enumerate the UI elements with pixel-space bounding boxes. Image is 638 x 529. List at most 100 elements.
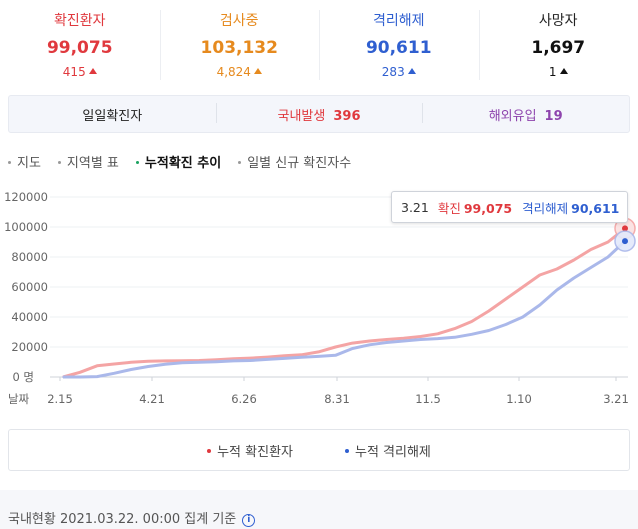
series-line-confirmed: [62, 227, 626, 379]
series-point-confirmed: [79, 371, 81, 374]
tab-region-table[interactable]: 지역별 표: [57, 152, 119, 171]
series-point-confirmed: [130, 361, 132, 364]
series-point-confirmed: [334, 346, 337, 348]
tab-cumulative-trend[interactable]: 누적확진 추이: [135, 152, 221, 171]
tooltip-confirmed: 확진 99,075: [438, 198, 512, 217]
series-point-released: [266, 358, 269, 361]
chart-x-ticks: 날짜 2.15 4.21 6.26 8.31 11.5 1.10 3.21: [8, 392, 629, 406]
arrow-up-icon: [88, 68, 97, 74]
series-point-confirmed: [573, 259, 575, 261]
stat-released-delta-value: 283: [381, 65, 405, 79]
series-point-confirmed: [385, 338, 388, 341]
series-point-confirmed: [300, 354, 303, 356]
tab-daily-new-label: 일별 신규 확진자수: [247, 156, 352, 171]
tab-map[interactable]: 지도: [8, 152, 41, 171]
series-point-released: [147, 365, 149, 368]
info-icon[interactable]: i: [242, 514, 256, 527]
series-point-released: [79, 376, 81, 378]
series-point-confirmed: [351, 342, 354, 344]
series-point-confirmed: [436, 333, 439, 335]
chart-y-ticks: 0 명 20000 40000 60000 80000 100000 120000: [4, 190, 48, 384]
series-point-confirmed: [487, 310, 490, 312]
series-point-released: [453, 336, 456, 339]
series-point-confirmed: [147, 360, 149, 363]
bullet-icon: [238, 161, 242, 164]
stat-confirmed-label: 확진환자: [53, 13, 106, 29]
daily-domestic-label: 국내발생: [277, 108, 326, 124]
legend-label-confirmed: 누적 확진환자: [217, 444, 293, 460]
daily-domestic-value: 396: [333, 108, 361, 124]
series-point-released: [351, 347, 354, 350]
series-line-released: [63, 240, 627, 379]
stat-confirmed: 확진환자 99,075 415: [0, 0, 160, 88]
x-tick-label: 6.26: [231, 392, 257, 406]
bullet-icon: [8, 161, 11, 164]
legend-item-confirmed[interactable]: 누적 확진환자: [207, 441, 293, 460]
series-point-released: [385, 341, 388, 344]
tooltip-released: 격리해제 90,611: [522, 198, 619, 217]
series-point-released: [607, 256, 609, 258]
series-point-confirmed: [522, 286, 524, 288]
series-point-released: [419, 338, 422, 341]
series-point-confirmed: [96, 364, 98, 367]
daily-overseas: 해외유입 19: [422, 102, 629, 124]
series-point-confirmed: [283, 355, 286, 357]
x-tick-label: 8.31: [324, 392, 350, 406]
series-point-released: [62, 376, 64, 378]
series-point-confirmed: [556, 268, 558, 270]
stat-confirmed-delta-value: 415: [62, 65, 86, 79]
stat-deaths-delta: 1: [479, 64, 638, 80]
x-tick-label: 3.21: [603, 392, 629, 406]
legend-item-released[interactable]: 누적 격리해제: [345, 441, 431, 460]
series-point-released: [436, 337, 439, 340]
stat-testing: 검사중 103,132 4,824: [159, 0, 320, 88]
tooltip-released-label: 격리해제: [522, 200, 569, 216]
footer: 국내현황 2021.03.22. 00:00 집계 기준 i: [0, 490, 638, 529]
series-point-released: [198, 361, 201, 364]
series-point-released: [556, 289, 558, 291]
series-point-released: [522, 316, 524, 318]
series-point-released: [130, 368, 132, 371]
tab-daily-new[interactable]: 일별 신규 확진자수: [238, 152, 352, 171]
arrow-up-icon: [559, 68, 568, 74]
series-point-released: [249, 359, 252, 362]
stat-testing-delta-value: 4,824: [216, 65, 251, 79]
chart-legend: 누적 확진환자 누적 격리해제: [8, 429, 630, 471]
bullet-icon: [57, 161, 61, 164]
hover-marker-dot: [622, 238, 628, 245]
daily-overseas-label: 해외유입: [488, 108, 537, 124]
chart-lines: [62, 227, 627, 379]
cumulative-chart[interactable]: 0 명 20000 40000 60000 80000 100000 120000 날짜 2.…: [0, 185, 638, 415]
y-tick-label: 120000: [4, 190, 48, 204]
stat-testing-label: 검사중: [219, 13, 259, 29]
x-tick-label: 1.10: [506, 392, 532, 406]
stat-testing-value: 103,132: [200, 38, 278, 58]
series-point-released: [283, 357, 286, 360]
x-tick-label: 11.5: [415, 392, 441, 406]
legend-label-released: 누적 격리해제: [355, 444, 431, 460]
arrow-up-icon: [253, 68, 262, 74]
series-point-confirmed: [402, 337, 405, 340]
series-point-confirmed: [590, 248, 592, 251]
series-point-confirmed: [232, 358, 235, 360]
stat-deaths-value: 1,697: [531, 38, 586, 58]
stat-testing-delta: 4,824: [160, 64, 320, 80]
series-point-released: [402, 340, 405, 342]
chart-grid: [50, 196, 628, 381]
series-point-released: [573, 277, 575, 279]
x-axis-label: 날짜: [8, 392, 30, 406]
legend-dot-released: [345, 448, 349, 453]
y-tick-label: 100000: [4, 220, 48, 234]
series-point-confirmed: [470, 320, 473, 323]
daily-confirmed-title: 일일확진자: [82, 108, 143, 124]
series-point-confirmed: [368, 340, 371, 342]
series-point-confirmed: [453, 327, 456, 330]
arrow-up-icon: [407, 68, 416, 74]
hover-marker-dot: [622, 225, 628, 232]
chart-markers: [614, 217, 636, 252]
series-point-released: [504, 323, 507, 326]
stat-deaths-delta-value: 1: [548, 65, 557, 79]
series-point-released: [215, 360, 218, 363]
tooltip-confirmed-value: 99,075: [463, 200, 513, 216]
stat-deaths: 사망자 1,697 1: [478, 0, 638, 88]
